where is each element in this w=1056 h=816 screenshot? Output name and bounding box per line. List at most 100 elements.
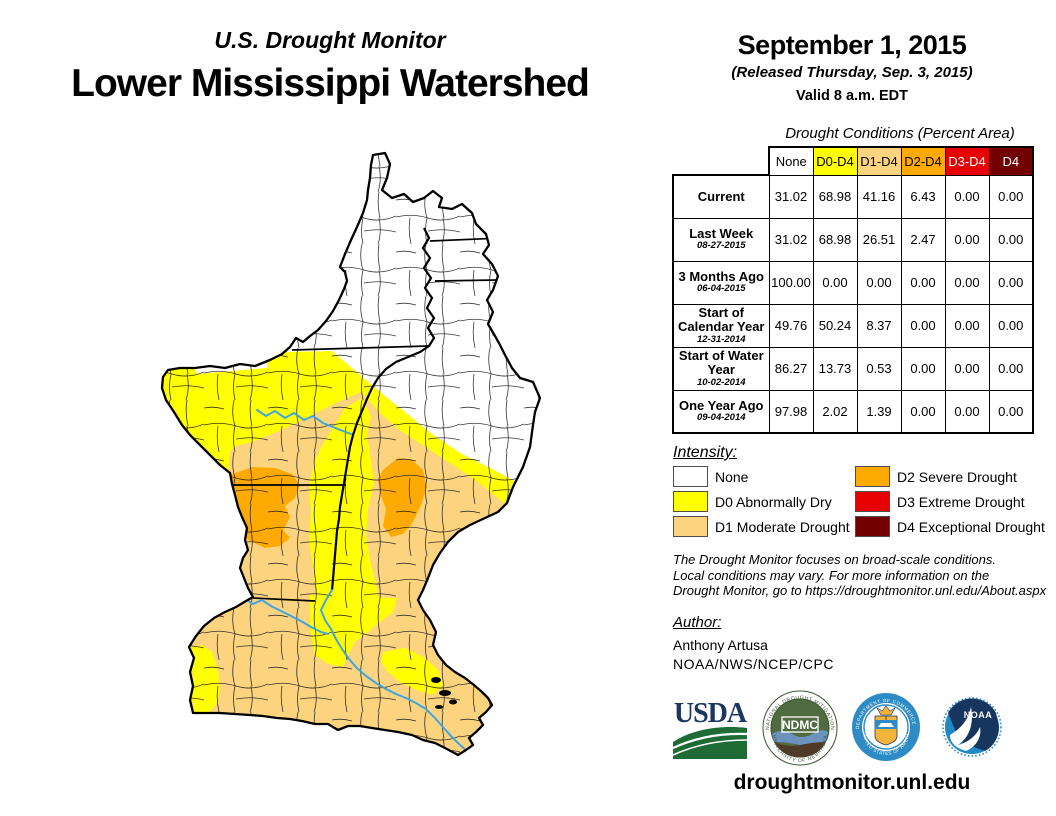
value-cell: 86.27: [768, 346, 814, 391]
value-cell: 0.00: [944, 174, 990, 219]
legend-item-d3: D3 Extreme Drought: [855, 491, 1025, 512]
footer-url: droughtmonitor.unl.edu: [733, 771, 971, 794]
table-title: Drought Conditions (Percent Area): [785, 125, 1015, 142]
table-row-last-week: Last Week 08-27-2015 31.02 68.98 26.51 2.…: [672, 217, 1034, 262]
value-cell: 0.00: [988, 260, 1034, 305]
svg-text:USDA: USDA: [674, 698, 748, 729]
value-cell: 0.00: [988, 303, 1034, 348]
doc-logo: DEPARTMENT OF COMMERCE UNITED STATES OF …: [849, 688, 921, 767]
value-cell: 0.53: [856, 346, 902, 391]
ndmc-soil-band: [774, 742, 826, 758]
value-cell: 68.98: [812, 217, 858, 262]
value-cell: 0.00: [944, 260, 990, 305]
value-cell: 41.16: [856, 174, 902, 219]
legend-item-d0: D0 Abnormally Dry: [673, 491, 832, 512]
report-date: September 1, 2015: [737, 30, 967, 60]
value-cell: 0.00: [900, 346, 946, 391]
mississippi-river-lower: [319, 589, 468, 752]
value-cell: 13.73: [812, 346, 858, 391]
row-label-start-of-water-year: Start of Water Year 10-02-2014: [672, 346, 770, 391]
row-label-3-months-ago: 3 Months Ago 06-04-2015: [672, 260, 770, 305]
watershed-map: [160, 151, 542, 757]
value-cell: 68.98: [812, 174, 858, 219]
legend-item-d1: D1 Moderate Drought: [673, 516, 850, 537]
value-cell: 97.98: [768, 389, 814, 434]
table-row-start-of-calendar-year: Start of Calendar Year 12-31-2014 49.76 5…: [672, 303, 1034, 348]
col-header-d4: D4: [988, 146, 1034, 176]
released-date: (Released Thursday, Sep. 3, 2015): [731, 64, 973, 81]
value-cell: 26.51: [856, 217, 902, 262]
col-header-d2-d4: D2-D4: [900, 146, 946, 176]
col-header-d3-d4: D3-D4: [944, 146, 990, 176]
value-cell: 2.02: [812, 389, 858, 434]
doc-ship: [878, 723, 894, 727]
legend-swatch-d1: [673, 516, 708, 537]
value-cell: 6.43: [900, 174, 946, 219]
value-cell: 0.00: [988, 346, 1034, 391]
author-name: Anthony Artusa: [673, 637, 768, 653]
arkansas-river: [256, 409, 352, 435]
usda-logo: USDA: [671, 696, 749, 767]
noaa-logo: NOAA: [940, 695, 1004, 764]
value-cell: 0.00: [944, 346, 990, 391]
value-cell: 0.00: [856, 260, 902, 305]
value-cell: 0.00: [812, 260, 858, 305]
value-cell: 0.00: [988, 389, 1034, 434]
legend-item-d4: D4 Exceptional Drought: [855, 516, 1045, 537]
drought-conditions-table: None D0-D4 D1-D4 D2-D4 D3-D4 D4 Current …: [672, 146, 1034, 434]
value-cell: 0.00: [944, 389, 990, 434]
col-header-d1-d4: D1-D4: [856, 146, 902, 176]
state-lines: [230, 237, 503, 602]
legend-title: Intensity:: [673, 444, 738, 461]
value-cell: 0.00: [900, 389, 946, 434]
row-label-last-week: Last Week 08-27-2015: [672, 217, 770, 262]
row-label-current: Current: [672, 174, 770, 219]
report-subtitle: U.S. Drought Monitor: [214, 27, 446, 53]
value-cell: 31.02: [768, 174, 814, 219]
county-lines: [162, 153, 540, 755]
legend-swatch-d3: [855, 491, 890, 512]
author-org: NOAA/NWS/NCEP/CPC: [673, 656, 834, 672]
table-row-start-of-water-year: Start of Water Year 10-02-2014 86.27 13.7…: [672, 346, 1034, 391]
disclaimer: The Drought Monitor focuses on broad-sca…: [673, 552, 1047, 598]
table-corner-cell: [673, 147, 769, 175]
table-row-3-months-ago: 3 Months Ago 06-04-2015 100.00 0.00 0.00 …: [672, 260, 1034, 305]
value-cell: 8.37: [856, 303, 902, 348]
table-row-current: Current 31.02 68.98 41.16 6.43 0.00 0.00: [672, 174, 1034, 219]
svg-text:NOAA: NOAA: [964, 710, 993, 720]
svg-text:NDMC: NDMC: [782, 718, 818, 732]
legend-item-none: None: [673, 466, 748, 487]
value-cell: 31.02: [768, 217, 814, 262]
mississippi-river-upper: [330, 227, 436, 591]
legend-swatch-d0: [673, 491, 708, 512]
value-cell: 2.47: [900, 217, 946, 262]
value-cell: 1.39: [856, 389, 902, 434]
doc-eagle: [876, 705, 896, 716]
legend-swatch-d4: [855, 516, 890, 537]
coastal-islands: [488, 719, 499, 740]
table-row-one-year-ago: One Year Ago 09-04-2014 97.98 2.02 1.39 0…: [672, 389, 1034, 434]
value-cell: 50.24: [812, 303, 858, 348]
value-cell: 100.00: [768, 260, 814, 305]
legend-swatch-none: [673, 466, 708, 487]
value-cell: 0.00: [944, 303, 990, 348]
value-cell: 0.00: [988, 217, 1034, 262]
ndmc-water-band: [772, 730, 828, 746]
value-cell: 49.76: [768, 303, 814, 348]
legend-swatch-d2: [855, 466, 890, 487]
ndmc-logo: NDMC NATIONAL DROUGHT MITIGATION CENTER …: [760, 686, 838, 771]
page-title: Lower Mississippi Watershed: [71, 62, 590, 105]
author-heading: Author:: [673, 614, 722, 631]
legend-item-d2: D2 Severe Drought: [855, 466, 1017, 487]
value-cell: 0.00: [944, 217, 990, 262]
noaa-gull: [950, 707, 981, 751]
table-header-row: None D0-D4 D1-D4 D2-D4 D3-D4 D4: [673, 146, 1034, 176]
col-header-none: None: [768, 146, 814, 176]
value-cell: 0.00: [900, 303, 946, 348]
value-cell: 0.00: [900, 260, 946, 305]
col-header-d0-d4: D0-D4: [812, 146, 858, 176]
row-label-one-year-ago: One Year Ago 09-04-2014: [672, 389, 770, 434]
valid-time: Valid 8 a.m. EDT: [795, 88, 908, 104]
value-cell: 0.00: [988, 174, 1034, 219]
